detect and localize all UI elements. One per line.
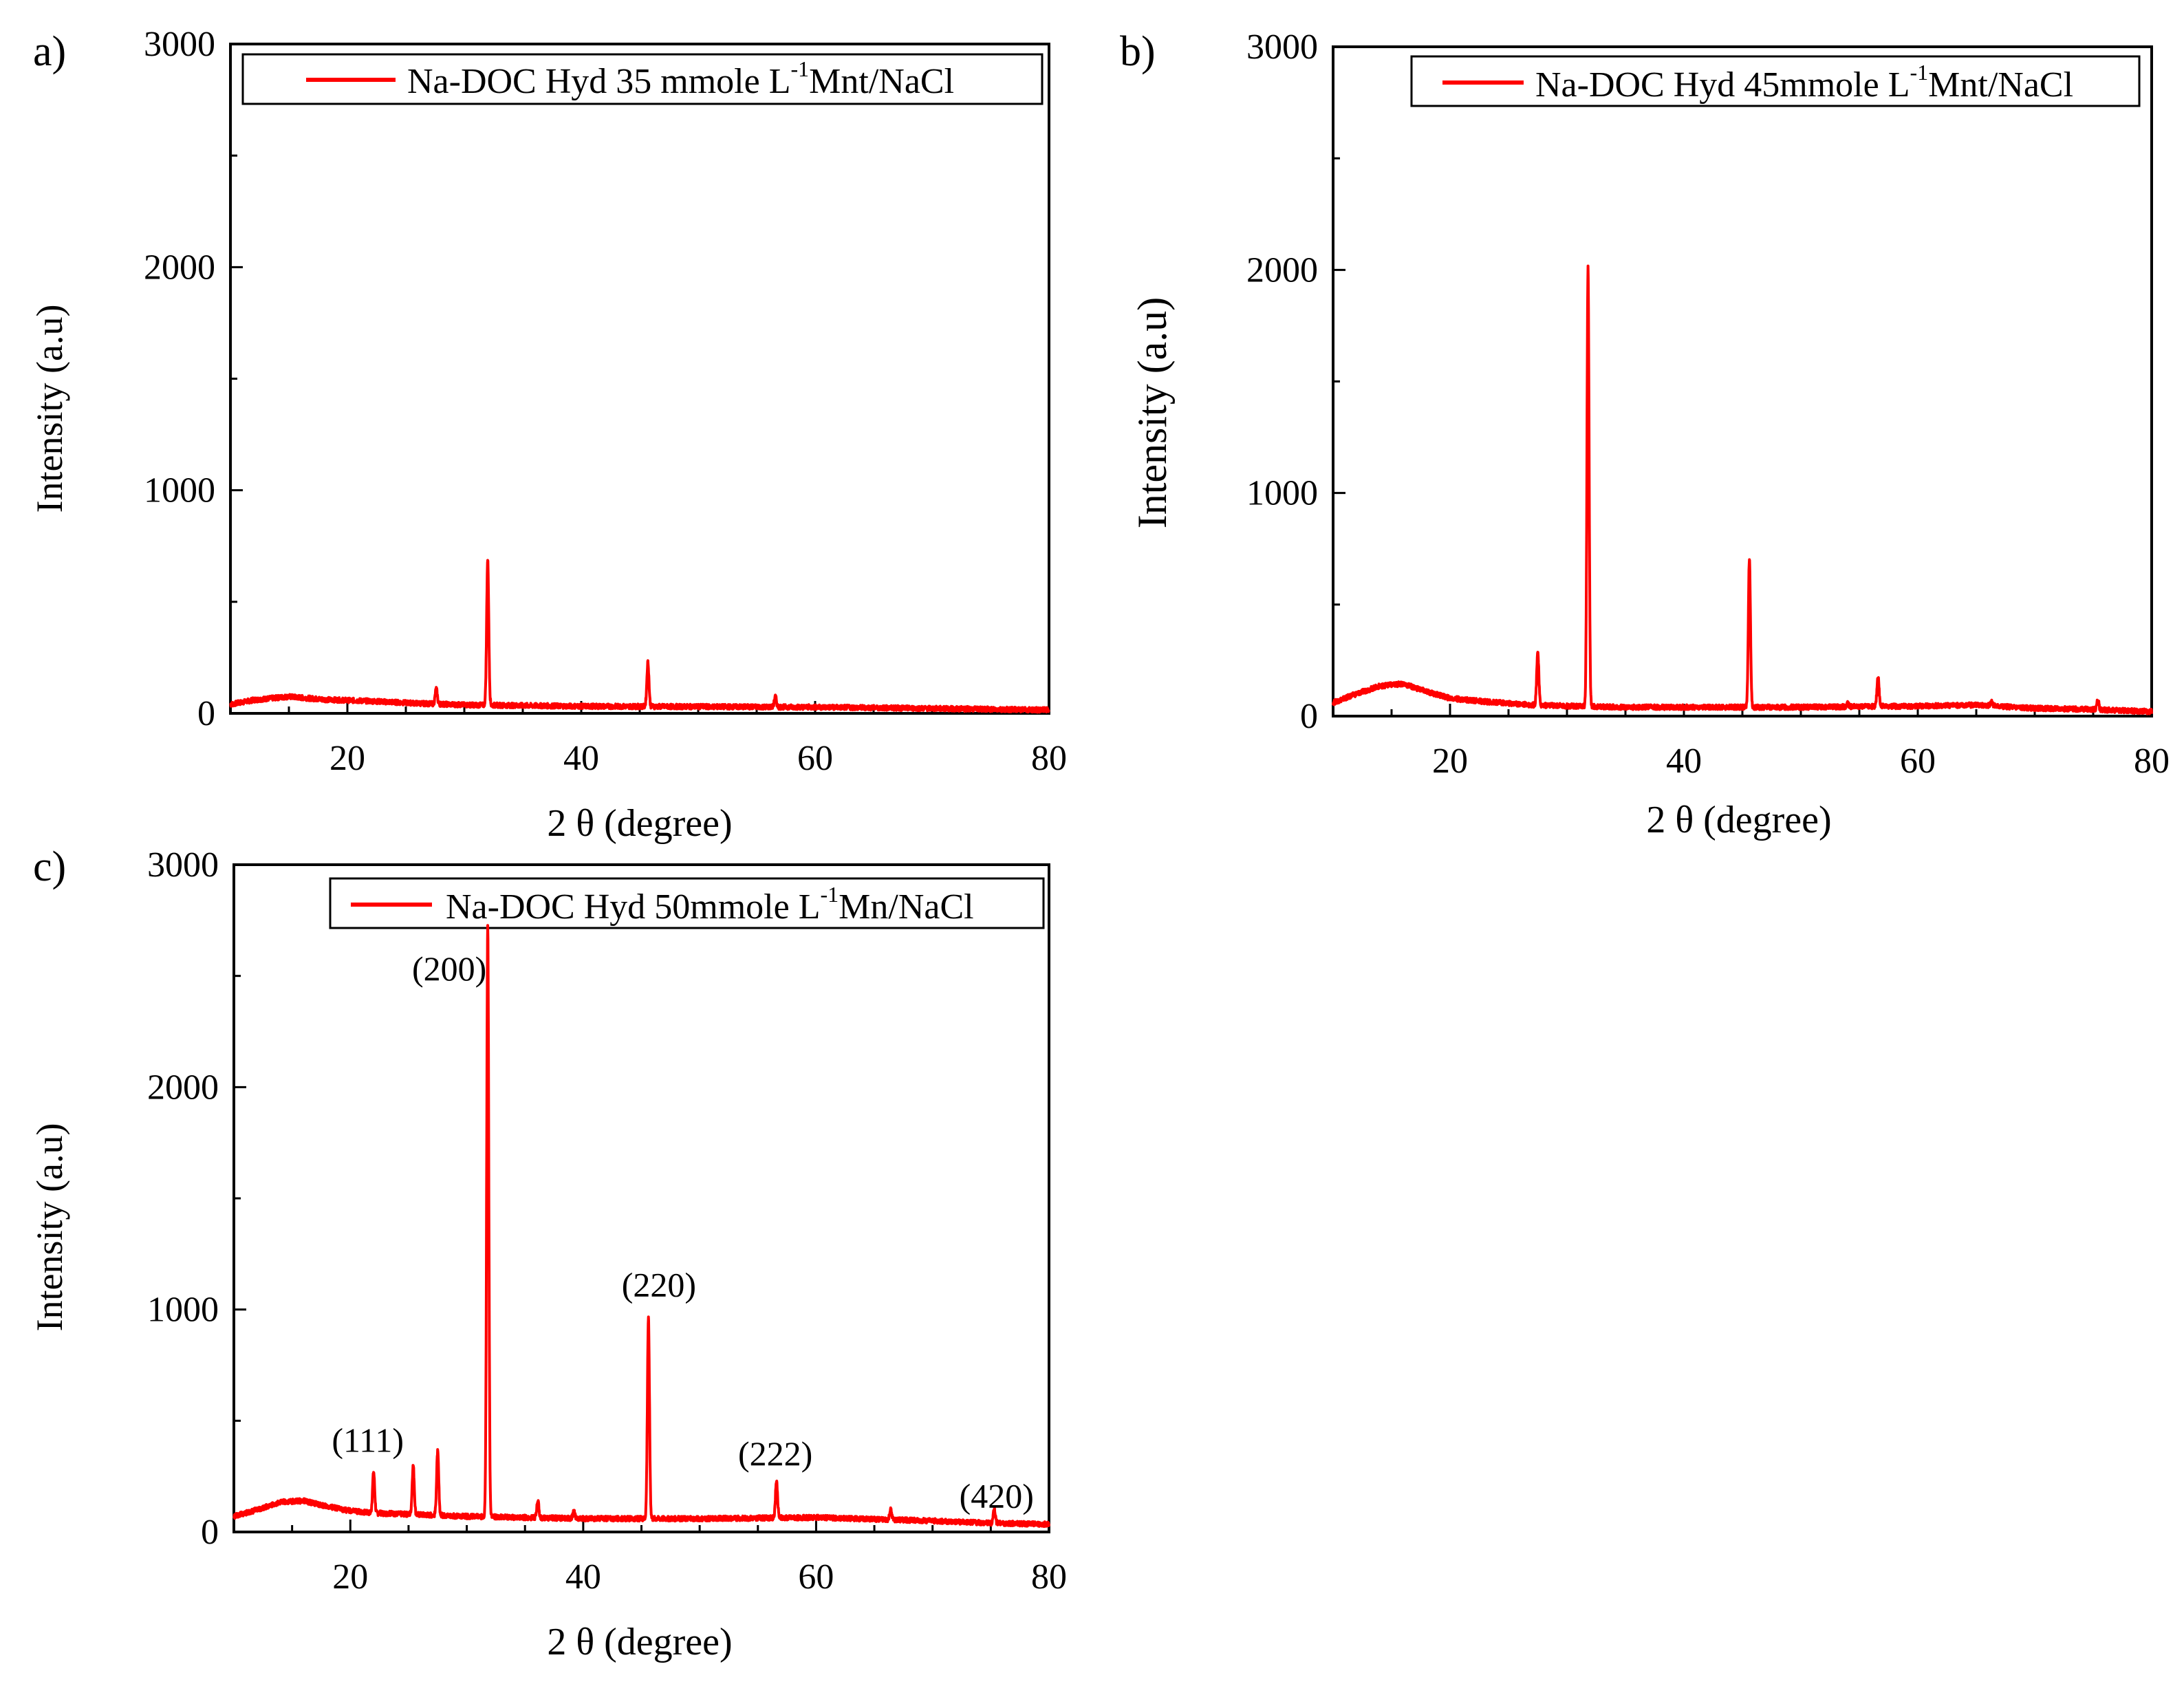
plot-area-c: (111) (200) (220) (222) (420) xyxy=(233,924,1050,1528)
legend-a: Na-DOC Hyd 35 mmole L-1Mnt/NaCl xyxy=(241,53,1044,105)
y-tick-label-a: 3000 xyxy=(144,25,215,64)
peak-annotation: (420) xyxy=(960,1476,1034,1515)
peak-annotation: (200) xyxy=(412,949,486,988)
legend-main-a: Na-DOC Hyd 35 mmole L xyxy=(407,62,790,101)
legend-box-c xyxy=(329,877,1045,929)
legend-sup-a: -1 xyxy=(790,56,809,81)
x-tick-label-b: 80 xyxy=(2134,742,2170,781)
y-tick-label-c: 2000 xyxy=(147,1068,219,1107)
x-tick-label-c: 40 xyxy=(565,1557,601,1597)
legend-b: Na-DOC Hyd 45mmole L-1Mnt/NaCl xyxy=(1410,55,2141,107)
legend-text-b: Na-DOC Hyd 45mmole L-1Mnt/NaCl xyxy=(1535,60,2073,105)
legend-sup-b: -1 xyxy=(1910,60,1928,85)
y-axis-label-a: Intensity (a.u) xyxy=(29,305,70,513)
x-tick-label-a: 20 xyxy=(329,739,365,778)
plot-frame-b xyxy=(1332,45,2153,717)
x-tick-label-a: 40 xyxy=(563,739,599,778)
x-tick-label-a: 60 xyxy=(797,739,833,778)
series-line-b xyxy=(1332,264,2153,715)
panel-a: a) Intensity (a.u) 2 θ (degree) 20 40 60 80… xyxy=(29,25,1067,845)
plot-frame-a xyxy=(229,43,1050,715)
legend-main-b: Na-DOC Hyd 45mmole L xyxy=(1535,65,1910,105)
x-tick-label-c: 20 xyxy=(332,1557,368,1597)
y-tick-label-a: 2000 xyxy=(144,248,215,287)
x-tick-label-b: 20 xyxy=(1432,742,1468,781)
x-tick-label-c: 60 xyxy=(798,1557,834,1597)
peak-annotation: (222) xyxy=(738,1434,812,1473)
plot-area-b xyxy=(1332,264,2153,715)
axis-ticks-a: 20 40 60 80 0 1000 2000 3000 xyxy=(144,25,1067,778)
y-tick-label-a: 1000 xyxy=(144,471,215,510)
y-tick-label-c: 0 xyxy=(201,1513,219,1552)
legend-text-a: Na-DOC Hyd 35 mmole L-1Mnt/NaCl xyxy=(407,56,954,101)
y-tick-label-c: 3000 xyxy=(147,845,219,885)
x-axis-label-c: 2 θ (degree) xyxy=(547,1621,732,1663)
legend-tail-c: Mn/NaCl xyxy=(839,887,973,927)
legend-text-c: Na-DOC Hyd 50mmole L-1Mn/NaCl xyxy=(446,882,974,927)
legend-box-b xyxy=(1410,55,2141,107)
panel-b: b) Intensity (a.u) 2 θ (degree) 20 40 60 80… xyxy=(1120,28,2170,841)
axis-ticks-c: 20 40 60 80 0 1000 2000 3000 xyxy=(147,845,1067,1597)
panel-label-b: b) xyxy=(1120,28,1156,75)
panel-label-c: c) xyxy=(33,843,66,890)
y-tick-label-b: 3000 xyxy=(1246,28,1318,67)
x-tick-label-b: 40 xyxy=(1666,742,1702,781)
y-tick-label-a: 0 xyxy=(197,694,215,733)
series-line-a xyxy=(229,559,1050,714)
legend-main-c: Na-DOC Hyd 50mmole L xyxy=(446,887,820,927)
peak-annotation: (111) xyxy=(332,1421,404,1460)
x-tick-label-c: 80 xyxy=(1031,1557,1067,1597)
legend-sup-c: -1 xyxy=(820,882,839,907)
series-line-c xyxy=(233,924,1050,1528)
y-tick-label-b: 1000 xyxy=(1246,474,1318,513)
y-axis-label-c: Intensity (a.u) xyxy=(29,1123,70,1332)
plot-area-a xyxy=(229,559,1050,714)
legend-c: Na-DOC Hyd 50mmole L-1Mn/NaCl xyxy=(329,877,1045,929)
axis-ticks-b: 20 40 60 80 0 1000 2000 3000 xyxy=(1246,28,2170,781)
y-axis-label-b: Intensity (a.u) xyxy=(1129,297,1175,529)
legend-tail-a: Mnt/NaCl xyxy=(809,62,954,101)
x-tick-label-b: 60 xyxy=(1900,742,1936,781)
x-axis-label-b: 2 θ (degree) xyxy=(1646,799,1831,841)
panel-c: c) Intensity (a.u) 2 θ (degree) 20 40 60 80… xyxy=(29,843,1067,1663)
y-tick-label-b: 2000 xyxy=(1246,250,1318,290)
panel-label-a: a) xyxy=(33,28,66,75)
legend-tail-b: Mnt/NaCl xyxy=(1928,65,2073,105)
y-tick-label-c: 1000 xyxy=(147,1291,219,1330)
x-tick-label-a: 80 xyxy=(1031,739,1067,778)
y-tick-label-b: 0 xyxy=(1300,697,1318,736)
x-axis-label-a: 2 θ (degree) xyxy=(547,802,732,845)
peak-annotation: (220) xyxy=(622,1265,696,1304)
